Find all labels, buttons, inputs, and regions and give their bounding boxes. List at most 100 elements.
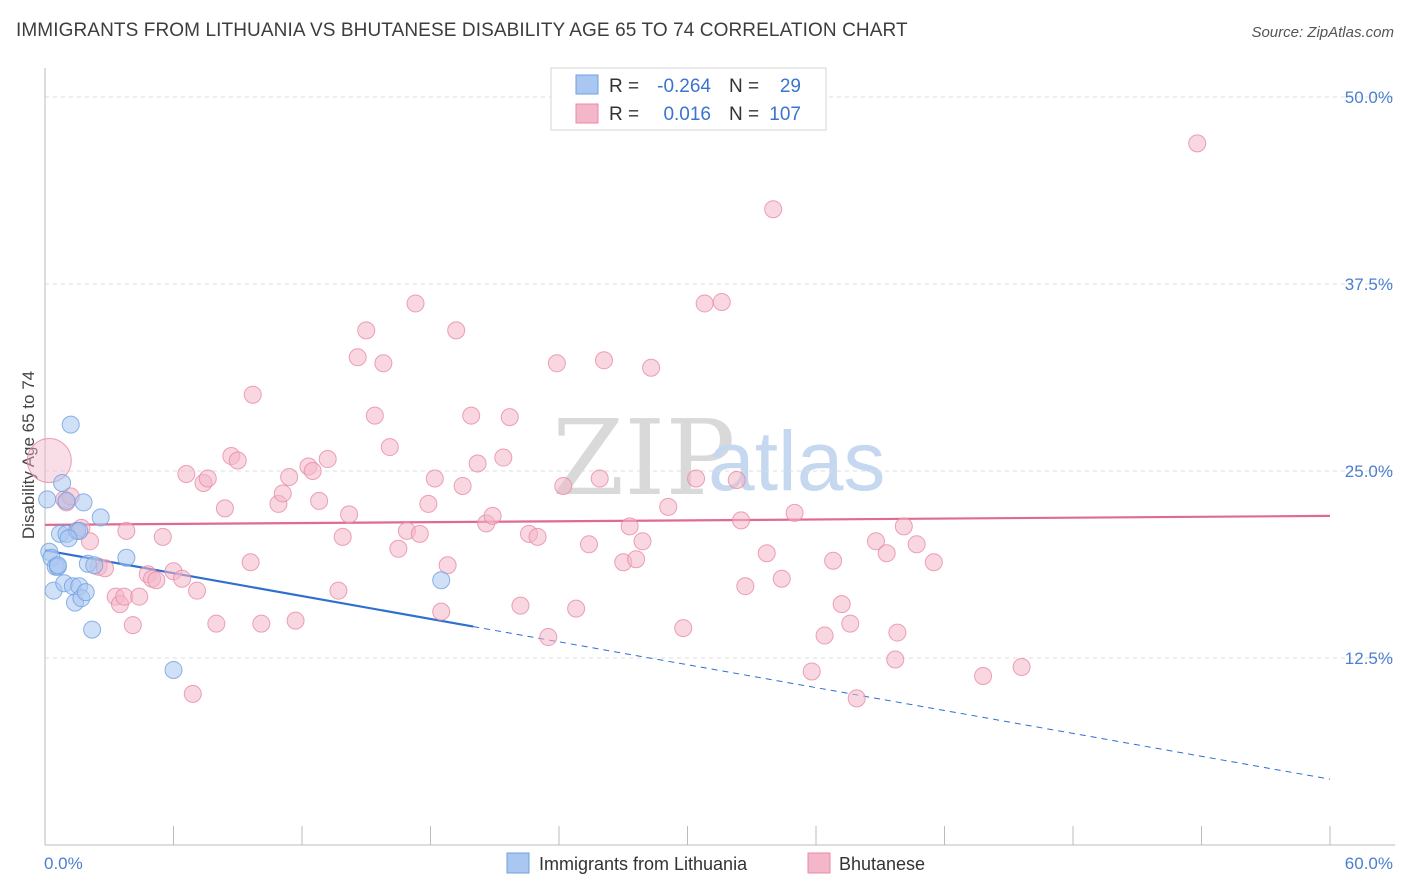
gridlines	[45, 96, 1395, 659]
point-bhutanese	[642, 358, 661, 377]
point-bhutanese	[188, 581, 207, 600]
point-bhutanese	[832, 595, 851, 614]
point-bhutanese	[674, 619, 693, 638]
point-lithuania	[38, 490, 57, 509]
point-bhutanese	[888, 623, 907, 642]
watermark-atlas: atlas	[708, 414, 885, 508]
point-bhutanese	[468, 454, 487, 473]
point-bhutanese	[528, 527, 547, 546]
point-bhutanese	[659, 497, 678, 516]
y-tick-label: 12.5%	[1345, 649, 1393, 668]
point-bhutanese	[340, 505, 359, 524]
point-bhutanese	[123, 616, 142, 635]
point-bhutanese	[695, 294, 714, 313]
point-lithuania	[117, 548, 136, 567]
series-legend-label-lithuania: Immigrants from Lithuania	[539, 854, 748, 874]
point-bhutanese	[594, 351, 613, 370]
point-lithuania	[83, 620, 102, 639]
point-lithuania	[57, 491, 76, 510]
point-bhutanese	[567, 599, 586, 618]
point-bhutanese	[877, 544, 896, 563]
point-bhutanese	[147, 571, 166, 590]
point-bhutanese	[866, 532, 885, 551]
stats-legend: R = -0.264 N = 29 R = 0.016 N = 107	[550, 67, 827, 131]
point-bhutanese	[712, 292, 731, 311]
point-bhutanese	[974, 666, 993, 685]
trendline-lithuania-extension	[473, 626, 1331, 780]
legend-swatch-bhutanese	[575, 103, 599, 124]
point-bhutanese	[228, 451, 247, 470]
point-bhutanese	[802, 662, 821, 681]
point-bhutanese	[380, 438, 399, 457]
point-bhutanese	[447, 321, 466, 340]
legend-r-value-2: 0.016	[663, 104, 711, 125]
series-legend-label-bhutanese: Bhutanese	[839, 854, 925, 874]
point-bhutanese	[732, 511, 751, 530]
point-lithuania	[61, 415, 80, 434]
point-bhutanese	[357, 321, 376, 340]
point-bhutanese	[273, 484, 292, 503]
point-bhutanese	[303, 462, 322, 480]
x-tick-labels: 0.0% 60.0%	[44, 854, 1393, 873]
y-axis-label: Disability Age 65 to 74	[19, 371, 38, 539]
point-bhutanese	[280, 467, 299, 486]
data-points	[26, 134, 1207, 708]
point-bhutanese	[494, 448, 513, 467]
point-bhutanese	[389, 539, 408, 558]
point-bhutanese	[410, 524, 429, 543]
trend-lines	[44, 514, 1331, 780]
y-tick-label: 37.5%	[1345, 275, 1393, 294]
point-bhutanese	[772, 569, 791, 588]
point-bhutanese	[432, 602, 451, 621]
point-bhutanese	[173, 569, 192, 588]
point-bhutanese	[419, 494, 438, 513]
point-bhutanese	[687, 469, 706, 488]
legend-swatch-lithuania	[575, 74, 599, 95]
point-bhutanese	[511, 596, 530, 615]
axes	[44, 68, 1395, 846]
point-bhutanese	[886, 650, 905, 669]
point-bhutanese	[554, 476, 573, 495]
point-bhutanese	[1012, 657, 1031, 676]
point-lithuania	[74, 493, 93, 512]
point-lithuania	[59, 529, 78, 548]
point-bhutanese	[757, 544, 776, 563]
point-bhutanese	[26, 438, 72, 484]
point-bhutanese	[243, 385, 262, 404]
point-bhutanese	[286, 611, 305, 630]
point-bhutanese	[764, 200, 783, 219]
point-bhutanese	[907, 535, 926, 554]
point-bhutanese	[462, 406, 481, 425]
watermark: ZIP atlas	[552, 397, 885, 519]
point-bhutanese	[130, 587, 149, 606]
x-tick-label: 0.0%	[44, 854, 83, 873]
legend-r-value-1: -0.264	[657, 76, 711, 97]
point-bhutanese	[785, 503, 804, 522]
point-bhutanese	[547, 354, 566, 373]
point-bhutanese	[207, 614, 226, 633]
point-bhutanese	[198, 469, 217, 488]
legend-n-label-2: N =	[729, 104, 759, 125]
point-bhutanese	[539, 628, 558, 647]
point-bhutanese	[727, 470, 746, 489]
y-tick-labels: 12.5% 25.0% 37.5% 50.0%	[1345, 88, 1393, 668]
point-bhutanese	[425, 469, 444, 488]
point-lithuania	[432, 571, 451, 590]
point-bhutanese	[841, 614, 860, 633]
point-bhutanese	[483, 506, 502, 525]
series-legend: Immigrants from Lithuania Bhutanese	[506, 852, 925, 874]
point-bhutanese	[815, 626, 834, 645]
point-bhutanese	[153, 527, 172, 546]
point-lithuania	[53, 473, 72, 492]
point-bhutanese	[241, 553, 260, 572]
legend-n-value-1: 29	[780, 76, 801, 97]
x-tick-label: 60.0%	[1345, 854, 1393, 873]
point-bhutanese	[579, 535, 598, 554]
point-bhutanese	[252, 614, 271, 633]
point-bhutanese	[620, 517, 639, 536]
point-bhutanese	[177, 464, 196, 483]
point-bhutanese	[310, 491, 329, 510]
point-lithuania	[48, 556, 67, 575]
legend-r-label-1: R =	[609, 76, 639, 97]
